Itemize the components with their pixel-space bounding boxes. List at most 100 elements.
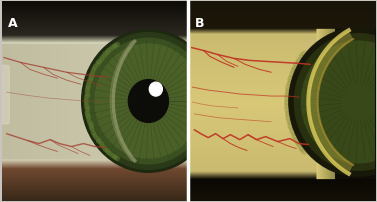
Polygon shape — [314, 68, 323, 74]
Polygon shape — [313, 72, 322, 77]
Text: B: B — [195, 17, 205, 30]
Polygon shape — [323, 144, 331, 151]
Polygon shape — [317, 134, 325, 140]
Polygon shape — [319, 138, 328, 145]
Polygon shape — [310, 114, 319, 117]
Polygon shape — [308, 107, 318, 110]
Polygon shape — [311, 80, 320, 84]
Polygon shape — [308, 101, 317, 103]
Polygon shape — [346, 31, 352, 41]
Polygon shape — [317, 64, 325, 70]
Polygon shape — [314, 70, 323, 75]
Polygon shape — [311, 121, 320, 126]
Polygon shape — [308, 98, 318, 100]
Polygon shape — [313, 73, 322, 78]
Polygon shape — [321, 56, 329, 63]
Polygon shape — [334, 155, 341, 164]
Text: A: A — [8, 17, 17, 30]
Circle shape — [90, 38, 207, 164]
Polygon shape — [330, 44, 338, 52]
Polygon shape — [333, 154, 340, 163]
Polygon shape — [328, 46, 336, 54]
Polygon shape — [331, 43, 339, 51]
Polygon shape — [323, 53, 331, 60]
Polygon shape — [326, 49, 334, 57]
Polygon shape — [325, 50, 333, 58]
Polygon shape — [318, 61, 327, 67]
Polygon shape — [344, 32, 351, 41]
Polygon shape — [331, 153, 339, 161]
Polygon shape — [316, 65, 325, 71]
Polygon shape — [326, 147, 334, 155]
Polygon shape — [308, 103, 318, 105]
Polygon shape — [309, 90, 318, 94]
Polygon shape — [323, 52, 332, 59]
Polygon shape — [310, 115, 319, 119]
Polygon shape — [320, 140, 328, 146]
Polygon shape — [310, 83, 319, 87]
Polygon shape — [312, 75, 322, 80]
Polygon shape — [310, 85, 319, 89]
Polygon shape — [342, 34, 348, 43]
Polygon shape — [347, 30, 353, 40]
Polygon shape — [344, 163, 351, 172]
Polygon shape — [318, 137, 327, 143]
Circle shape — [151, 84, 161, 94]
Polygon shape — [311, 78, 320, 83]
Polygon shape — [316, 133, 325, 139]
Polygon shape — [311, 120, 320, 124]
Polygon shape — [334, 40, 341, 49]
Polygon shape — [328, 150, 336, 158]
Polygon shape — [309, 109, 318, 112]
Polygon shape — [314, 130, 323, 136]
Polygon shape — [308, 99, 318, 101]
Polygon shape — [329, 45, 337, 53]
Polygon shape — [325, 146, 333, 154]
Circle shape — [301, 41, 377, 163]
Polygon shape — [309, 112, 319, 115]
Polygon shape — [317, 136, 326, 142]
Polygon shape — [323, 145, 332, 152]
Polygon shape — [309, 89, 319, 92]
Polygon shape — [313, 126, 322, 131]
Circle shape — [129, 80, 169, 122]
Polygon shape — [327, 148, 335, 156]
Polygon shape — [320, 58, 328, 64]
Polygon shape — [314, 129, 323, 134]
Polygon shape — [342, 161, 348, 170]
Polygon shape — [329, 151, 337, 159]
Circle shape — [95, 44, 202, 158]
Polygon shape — [333, 41, 340, 50]
Polygon shape — [339, 159, 346, 168]
Polygon shape — [308, 94, 318, 97]
FancyBboxPatch shape — [0, 65, 9, 124]
Polygon shape — [319, 59, 328, 66]
Polygon shape — [337, 158, 345, 167]
Polygon shape — [336, 38, 343, 47]
Polygon shape — [340, 35, 347, 44]
Polygon shape — [310, 82, 320, 86]
Polygon shape — [343, 33, 349, 42]
Polygon shape — [308, 104, 318, 106]
Circle shape — [149, 82, 162, 96]
Polygon shape — [310, 117, 319, 120]
Polygon shape — [335, 156, 342, 165]
Circle shape — [294, 34, 377, 170]
Polygon shape — [322, 142, 330, 149]
Polygon shape — [308, 96, 318, 98]
Circle shape — [84, 33, 212, 169]
Polygon shape — [308, 106, 318, 108]
Polygon shape — [346, 163, 352, 173]
Polygon shape — [347, 164, 353, 174]
Polygon shape — [312, 124, 322, 129]
Polygon shape — [313, 127, 322, 132]
Polygon shape — [315, 67, 324, 73]
Polygon shape — [340, 160, 347, 169]
Polygon shape — [339, 36, 346, 45]
Polygon shape — [337, 37, 345, 46]
Polygon shape — [312, 77, 321, 81]
Polygon shape — [330, 152, 338, 160]
Circle shape — [289, 28, 377, 176]
Polygon shape — [312, 123, 321, 127]
Polygon shape — [310, 87, 319, 90]
